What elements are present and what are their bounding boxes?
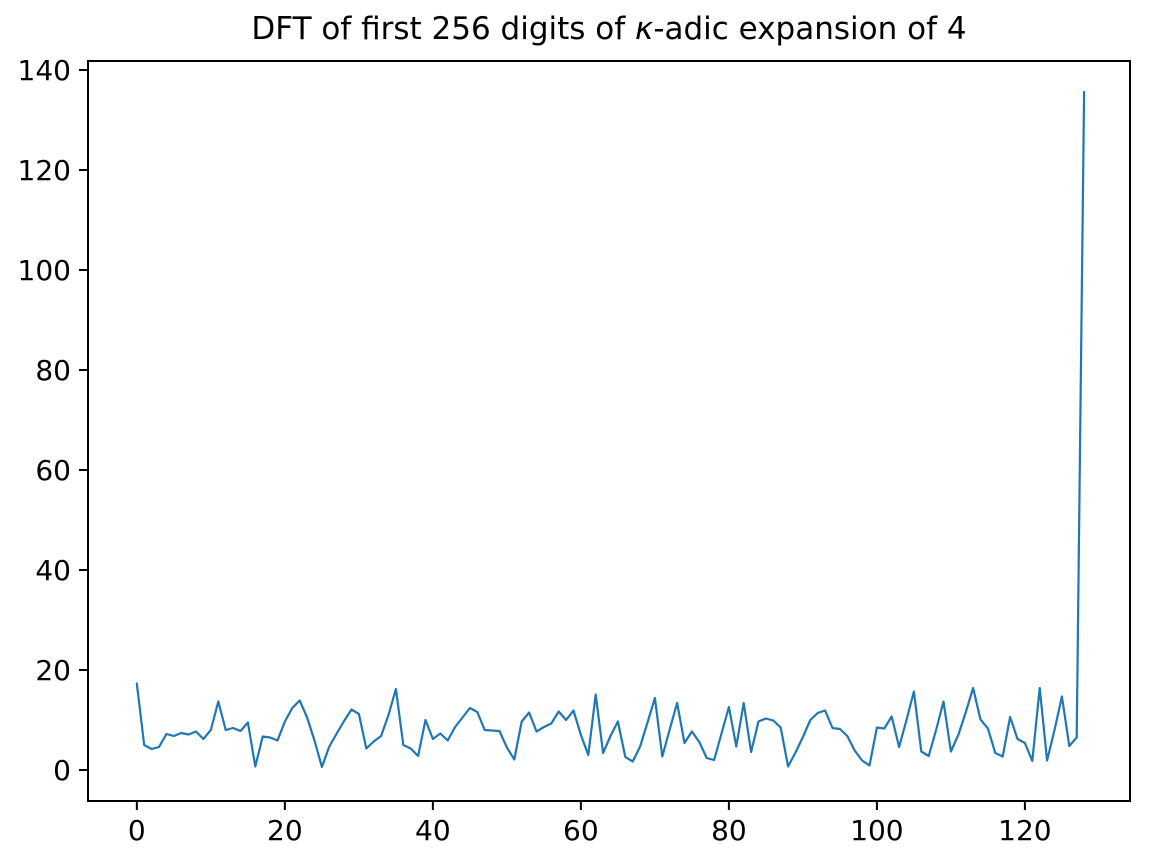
y-tick-label: 100 — [18, 254, 71, 287]
x-tick-label: 0 — [128, 814, 146, 847]
x-tick-label: 40 — [415, 814, 451, 847]
x-tick-label: 120 — [998, 814, 1051, 847]
y-tick-label: 20 — [35, 654, 71, 687]
chart-title: DFT of first 256 digits of κ-adic expans… — [88, 11, 1130, 47]
x-tick-label: 60 — [563, 814, 599, 847]
y-tick-label: 60 — [35, 454, 71, 487]
y-tick-label: 40 — [35, 554, 71, 587]
x-tick-label: 20 — [267, 814, 303, 847]
chart-title-suffix: -adic expansion of 4 — [653, 11, 967, 47]
x-tick-label: 80 — [711, 814, 747, 847]
plot-border — [87, 60, 1131, 802]
data-line — [135, 90, 1086, 769]
x-tick-label: 100 — [850, 814, 903, 847]
y-tick-label: 0 — [53, 754, 71, 787]
chart-title-prefix: DFT of first 256 digits of — [251, 11, 636, 47]
y-tick-label: 80 — [35, 354, 71, 387]
y-tick-label: 140 — [18, 54, 71, 87]
kappa-symbol: κ — [635, 11, 654, 47]
y-tick-label: 120 — [18, 154, 71, 187]
